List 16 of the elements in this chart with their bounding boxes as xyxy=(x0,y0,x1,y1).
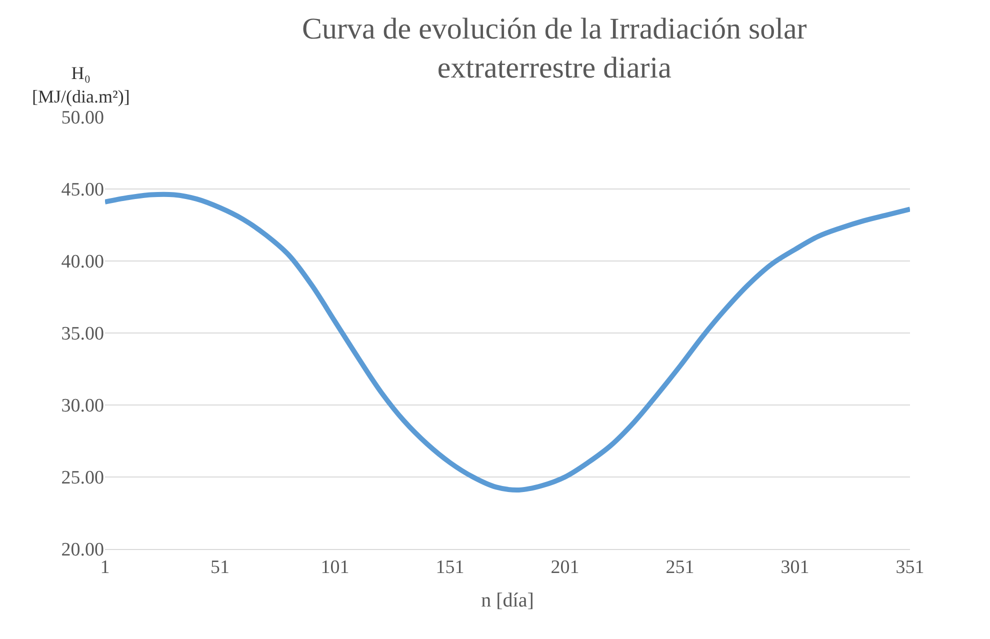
x-tick-label: 301 xyxy=(780,556,810,578)
x-tick-label: 351 xyxy=(896,556,924,578)
x-tick-label: 51 xyxy=(210,556,230,578)
x-tick-label: 101 xyxy=(320,556,350,578)
y-tick-label: 25.00 xyxy=(61,468,104,489)
y-tick-label: 45.00 xyxy=(61,180,104,201)
y-tick-label: 50.00 xyxy=(61,108,104,129)
x-tick-label: 151 xyxy=(436,556,464,578)
x-tick-label: 251 xyxy=(666,556,694,578)
y-tick-label: 40.00 xyxy=(61,252,104,273)
y-tick-label: 30.00 xyxy=(61,396,104,417)
x-tick-label: 201 xyxy=(550,556,580,578)
y-tick-label: 35.00 xyxy=(61,324,104,345)
chart-title: Curva de evolución de la Irradiación solar extraterrestre diaria xyxy=(302,12,807,84)
y-axis-title: H₀ [MJ/(dia.m²)] xyxy=(32,63,130,106)
x-axis-title: n [día] xyxy=(481,589,534,612)
